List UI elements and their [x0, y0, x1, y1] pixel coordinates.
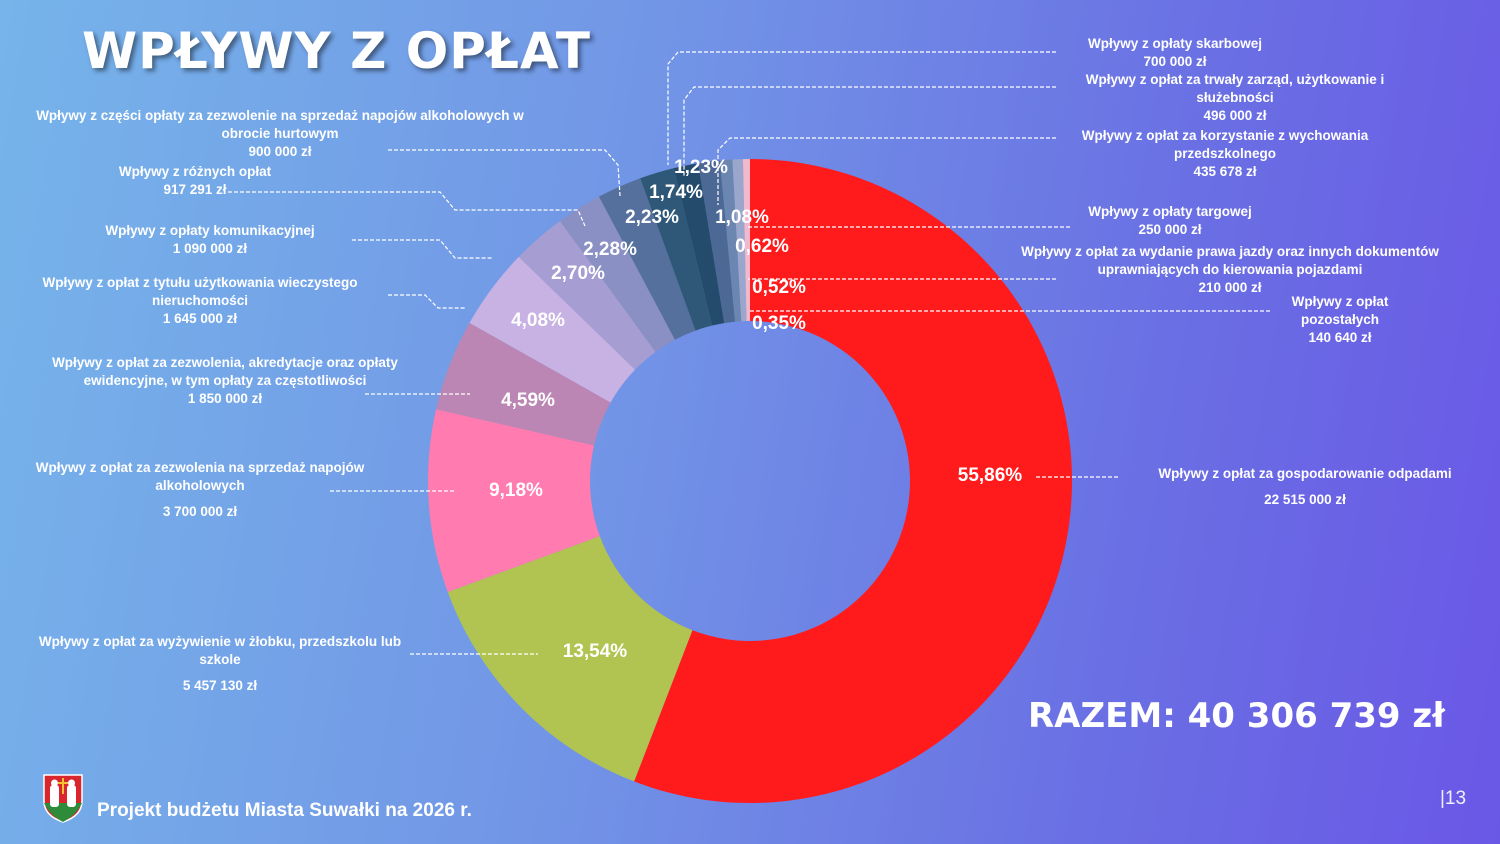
donut-slice [428, 409, 600, 593]
slice-percent-label: 13,54% [563, 641, 628, 662]
leader-line [388, 294, 465, 309]
page-number: |13 [1440, 788, 1467, 809]
footer-text: Projekt budżetu Miasta Suwałki na 2026 r… [97, 800, 472, 821]
donut-slice [598, 178, 696, 340]
donut-slice [518, 221, 656, 370]
slice-value: 3 700 000 zł [162, 504, 238, 519]
slice-category-label: Wpływy z opłat za zezwolenia, akredytacj… [30, 354, 420, 408]
slice-category-label: Wpływy z opłat za gospodarowanie odpadam… [1120, 465, 1490, 509]
donut-slice [469, 256, 636, 403]
slice-category-label: Wpływy z opłaty targowej 250 000 zł [1050, 203, 1290, 239]
slice-name: Wpływy z opłat za gospodarowanie odpadam… [1158, 466, 1452, 481]
slice-name: Wpływy z opłat za zezwolenia na sprzedaż… [35, 460, 365, 493]
slice-value: 1 850 000 zł [187, 391, 263, 406]
slice-value: 1 090 000 zł [172, 241, 248, 256]
slice-value: 700 000 zł [1143, 54, 1207, 69]
donut-slice [634, 159, 1072, 803]
slice-name: Wpływy z części opłaty za zezwolenie na … [36, 108, 524, 141]
slice-value: 250 000 zł [1138, 222, 1202, 237]
slice-name: Wpływy z opłat za trwały zarząd, użytkow… [1085, 72, 1385, 105]
slice-percent-label: 4,59% [501, 390, 555, 411]
slice-category-label: Wpływy z opłat za wyżywienie w żłobku, p… [20, 633, 420, 695]
slice-percent-label: 2,28% [583, 239, 637, 260]
slice-name: Wpływy z opłaty skarbowej [1087, 36, 1263, 51]
leader-line [388, 149, 621, 197]
slice-name: Wpływy z opłaty targowej [1088, 204, 1252, 219]
leader-line [352, 239, 492, 259]
slice-name: Wpływy z opłat z tytułu użytkowania wiec… [42, 275, 358, 308]
slice-category-label: Wpływy z opłat z tytułu użytkowania wiec… [10, 274, 390, 328]
slice-category-label: Wpływy z różnych opłat 917 291 zł [90, 163, 300, 199]
donut-slice [742, 159, 750, 322]
slice-name: Wpływy z opłat pozostałych [1291, 294, 1389, 327]
slice-percent-label: 1,74% [649, 182, 703, 203]
slice-category-label: Wpływy z opłat za korzystanie z wychowan… [1050, 127, 1400, 181]
slice-value: 496 000 zł [1203, 108, 1267, 123]
slice-percent-label: 9,18% [489, 480, 543, 501]
slice-category-label: Wpływy z opłat za wydanie prawa jazdy or… [990, 243, 1470, 297]
donut-slice [732, 159, 747, 322]
page-title: WPŁYWY Z OPŁAT [82, 22, 591, 80]
slice-category-label: Wpływy z opłaty komunikacyjnej 1 090 000 … [60, 222, 360, 258]
slice-category-label: Wpływy z opłaty skarbowej 700 000 zł [1050, 35, 1300, 71]
slice-category-label: Wpływy z opłat za zezwolenia na sprzedaż… [10, 459, 390, 521]
slice-category-label: Wpływy z opłat za trwały zarząd, użytkow… [1060, 71, 1410, 125]
slice-value: 1 645 000 zł [162, 311, 238, 326]
slice-value: 435 678 zł [1193, 164, 1257, 179]
slice-value: 210 000 zł [1198, 280, 1262, 295]
slice-percent-label: 55,86% [958, 465, 1023, 486]
total-amount: RAZEM: 40 306 739 zł [1028, 696, 1445, 736]
slice-value: 140 640 zł [1308, 330, 1372, 345]
slice-category-label: Wpływy z opłat pozostałych 140 640 zł [1270, 293, 1410, 347]
donut-slice [719, 159, 742, 322]
leader-line [683, 86, 1056, 176]
slice-percent-label: 0,62% [735, 236, 789, 257]
slice-percent-label: 1,08% [715, 207, 769, 228]
slice-value: 900 000 zł [248, 144, 312, 159]
donut-slice [559, 196, 675, 352]
donut-slice [640, 168, 713, 331]
slice-name: Wpływy z różnych opłat [118, 164, 272, 179]
leader-line [667, 51, 1056, 165]
slice-percent-label: 4,08% [511, 310, 565, 331]
slice-percent-label: 2,23% [625, 207, 679, 228]
slice-percent-label: 0,52% [752, 277, 806, 298]
donut-slice [673, 163, 725, 326]
slice-percent-label: 2,70% [551, 263, 605, 284]
leader-line [717, 137, 1056, 205]
slice-percent-label: 1,23% [674, 157, 728, 178]
slice-name: Wpływy z opłat za wyżywienie w żłobku, p… [38, 634, 402, 667]
slice-value: 22 515 000 zł [1264, 492, 1346, 507]
slice-name: Wpływy z opłat za zezwolenia, akredytacj… [52, 355, 398, 388]
slice-value: 917 291 zł [163, 182, 227, 197]
slice-name: Wpływy z opłat za korzystanie z wychowan… [1081, 128, 1369, 161]
city-coat-of-arms-icon [42, 773, 84, 828]
slice-value: 5 457 130 zł [182, 678, 258, 693]
slice-name: Wpływy z opłat za wydanie prawa jazdy or… [1021, 244, 1439, 277]
donut-slice [698, 160, 736, 324]
slice-percent-label: 0,35% [752, 313, 806, 334]
slice-name: Wpływy z opłaty komunikacyjnej [105, 223, 315, 238]
leader-line [228, 191, 586, 227]
donut-slice [447, 536, 693, 782]
donut-slice [436, 322, 611, 446]
slice-category-label: Wpływy z części opłaty za zezwolenie na … [10, 107, 550, 161]
